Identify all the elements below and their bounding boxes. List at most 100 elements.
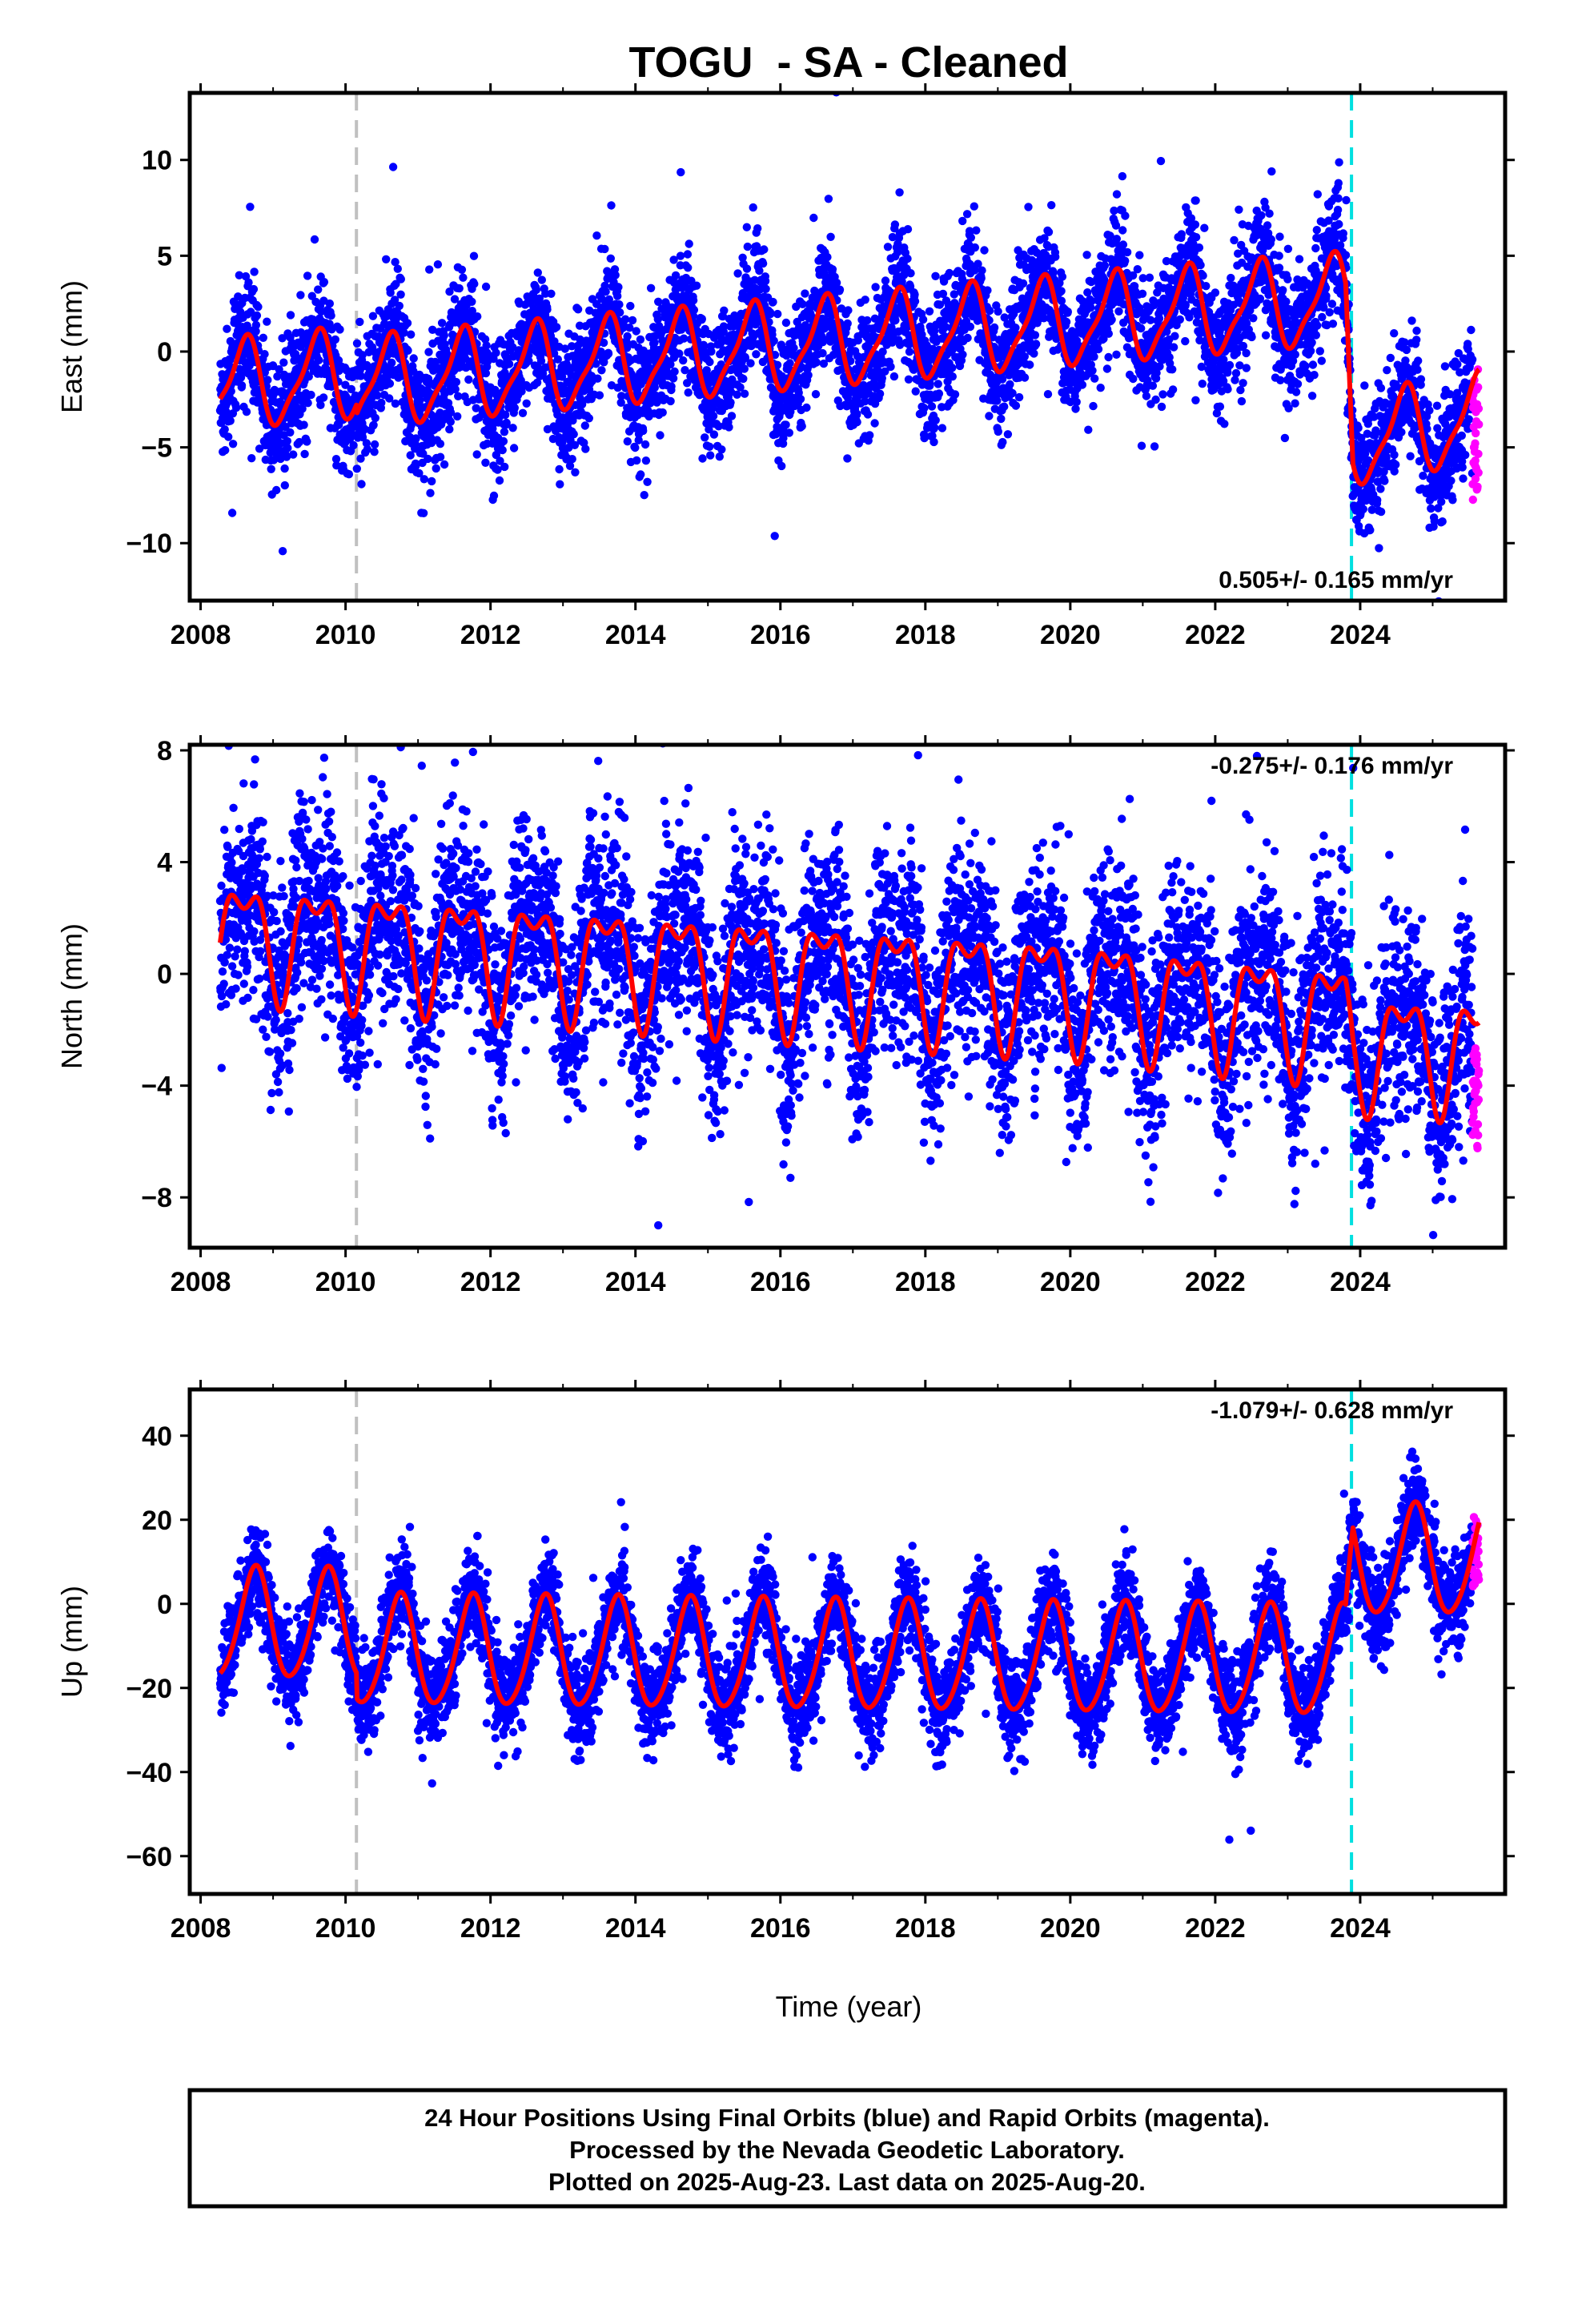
final-point [1223,368,1232,377]
final-point [356,372,365,380]
final-point [685,239,693,248]
final-point [575,321,584,330]
final-point [446,408,456,417]
final-point [280,464,289,473]
final-point [496,456,504,465]
final-point [1137,324,1146,333]
final-point [592,360,600,368]
final-point [620,315,630,324]
final-point [903,225,913,234]
final-point [522,399,531,408]
final-point [863,316,872,325]
final-point [983,286,992,295]
final-point [950,390,960,399]
final-point [931,416,940,424]
final-point [1118,171,1127,181]
final-point [1230,235,1239,245]
final-point [1044,227,1054,236]
final-point [760,245,769,254]
final-point [1063,308,1073,316]
final-point [910,297,920,306]
final-point [370,440,379,449]
final-point [615,300,624,309]
final-point [1191,220,1200,229]
final-point [677,167,685,177]
final-point [275,365,283,374]
final-point [279,358,288,367]
final-point [818,348,827,358]
final-point [890,220,900,229]
final-point [532,285,540,295]
final-point [407,330,416,339]
final-point [281,422,290,432]
final-point [906,269,915,278]
final-point [742,264,752,273]
final-point [679,356,688,365]
final-point [654,297,663,306]
final-point [446,417,455,426]
final-point [251,320,261,330]
final-point [250,267,259,276]
panels-group: 2008 2010 2012 2014 2016 2018 2020 2022 2024−10−… [55,83,1515,1944]
final-point [432,464,440,473]
final-point [1030,349,1038,358]
final-point [1191,233,1201,242]
final-point [1018,279,1028,288]
final-point [749,203,757,212]
final-point [517,387,526,396]
final-point [755,266,764,275]
final-point [537,275,546,284]
final-point [998,437,1007,447]
final-point [656,431,665,440]
final-point [1102,364,1112,373]
final-point [1043,390,1053,399]
final-point [920,404,929,412]
final-point [733,269,742,278]
final-point [623,437,632,446]
final-point [789,344,798,352]
final-point [331,335,339,344]
final-point [1148,381,1158,390]
final-point [1181,336,1190,346]
final-point [632,327,640,336]
final-point [1094,344,1103,354]
final-point [510,404,519,412]
final-point [1112,350,1121,359]
final-point [356,454,365,463]
final-point [809,213,818,223]
final-point [766,309,775,319]
final-point [263,376,272,384]
final-point [592,231,601,240]
final-point [1114,307,1123,316]
final-point [903,254,912,263]
final-point [424,454,432,464]
final-point [536,350,545,359]
final-point [455,283,464,293]
final-point [481,368,491,378]
final-point [938,424,947,432]
final-point [600,244,609,254]
final-point [1154,314,1164,323]
final-point [1121,256,1130,265]
final-point [316,400,325,409]
final-point [226,356,235,364]
final-point [1150,442,1159,451]
final-point [552,323,561,332]
final-point [267,464,275,473]
final-point [482,341,491,350]
final-point [300,449,309,459]
final-point [797,422,806,431]
final-point [828,265,837,274]
final-point [770,532,779,541]
final-point [781,420,790,429]
final-point [1231,368,1241,378]
final-point [844,306,853,315]
final-point [994,307,1002,316]
final-point [1122,247,1132,257]
final-point [260,350,269,359]
final-point [499,436,508,446]
final-point [670,367,679,376]
final-point [963,333,972,343]
final-point [573,305,583,314]
final-point [1169,343,1178,352]
